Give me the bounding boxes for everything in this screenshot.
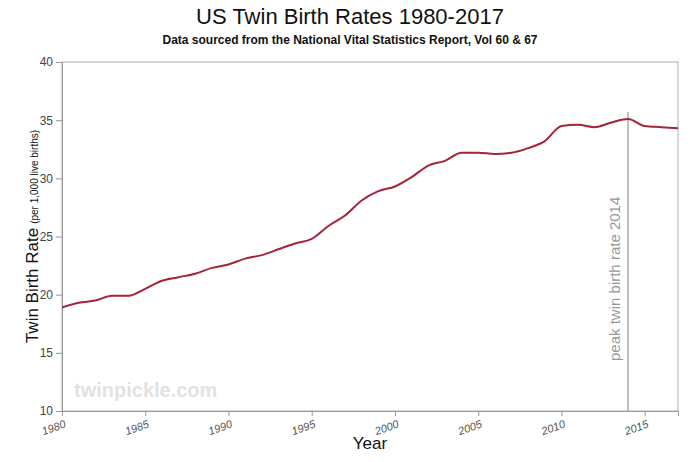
x-axis-title: Year <box>353 434 388 453</box>
x-tick-label: 2015 <box>622 417 651 437</box>
y-tick-label: 30 <box>40 172 54 186</box>
watermark: twinpickle.com <box>74 379 217 401</box>
y-axis-title-main: Twin Birth Rate <box>23 228 42 343</box>
x-tick-label: 2010 <box>539 417 568 437</box>
y-tick: 35 <box>40 114 62 128</box>
x-tick: 2010 <box>539 411 568 438</box>
y-tick-mark <box>56 353 62 354</box>
x-axis-line <box>63 412 679 417</box>
x-tick-mark <box>228 411 229 416</box>
y-tick-mark <box>56 237 62 238</box>
y-tick-mark <box>56 62 62 63</box>
x-tick-mark <box>62 411 63 416</box>
y-axis-title-note: (per 1,000 live births) <box>29 130 40 224</box>
data-line <box>62 119 678 307</box>
x-tick-label: 1990 <box>207 417 235 437</box>
chart: US Twin Birth Rates 1980-2017 Data source… <box>0 0 700 462</box>
plot-area <box>62 112 678 411</box>
x-tick-mark <box>561 411 562 416</box>
x-tick: 1985 <box>123 411 151 437</box>
y-tick: 25 <box>40 230 62 244</box>
x-tick-mark <box>645 411 646 416</box>
peak-annotation: peak twin birth rate 2014 <box>606 197 623 361</box>
x-tick: 1990 <box>207 411 235 437</box>
y-tick-label: 10 <box>40 404 54 418</box>
x-tick-label: 1980 <box>40 417 68 437</box>
subtitle: Data sourced from the National Vital Sta… <box>163 33 538 47</box>
y-tick: 30 <box>40 172 62 186</box>
x-tick-label: 1995 <box>290 417 318 437</box>
y-axis: 10 15 20 25 30 35 40 <box>40 55 63 418</box>
y-tick: 20 <box>40 288 62 302</box>
y-axis-title: Twin Birth Rate (per 1,000 live births) <box>23 130 42 343</box>
y-tick-mark <box>56 411 62 412</box>
x-tick-label: 1985 <box>123 417 151 437</box>
y-axis-line <box>62 63 63 412</box>
x-tick-mark <box>395 411 396 416</box>
y-tick: 10 <box>40 404 62 418</box>
y-tick-mark <box>56 295 62 296</box>
y-tick-label: 35 <box>40 114 54 128</box>
x-tick-label: 2005 <box>455 417 484 437</box>
y-tick: 15 <box>40 346 62 360</box>
x-tick: 1980 <box>40 411 68 437</box>
x-tick-mark <box>145 411 146 416</box>
x-tick: 1995 <box>290 411 318 437</box>
peak-line <box>627 112 629 411</box>
y-tick-mark <box>56 120 62 121</box>
title: US Twin Birth Rates 1980-2017 <box>196 4 504 29</box>
y-tick-label: 15 <box>40 346 54 360</box>
y-tick: 40 <box>40 55 62 69</box>
x-tick: 2015 <box>622 411 651 438</box>
y-tick-label: 40 <box>40 55 54 69</box>
x-tick: 2005 <box>455 411 484 438</box>
plot-frame <box>62 62 678 411</box>
y-tick-mark <box>56 178 62 179</box>
x-tick-mark <box>478 411 479 416</box>
x-tick-mark <box>312 411 313 416</box>
